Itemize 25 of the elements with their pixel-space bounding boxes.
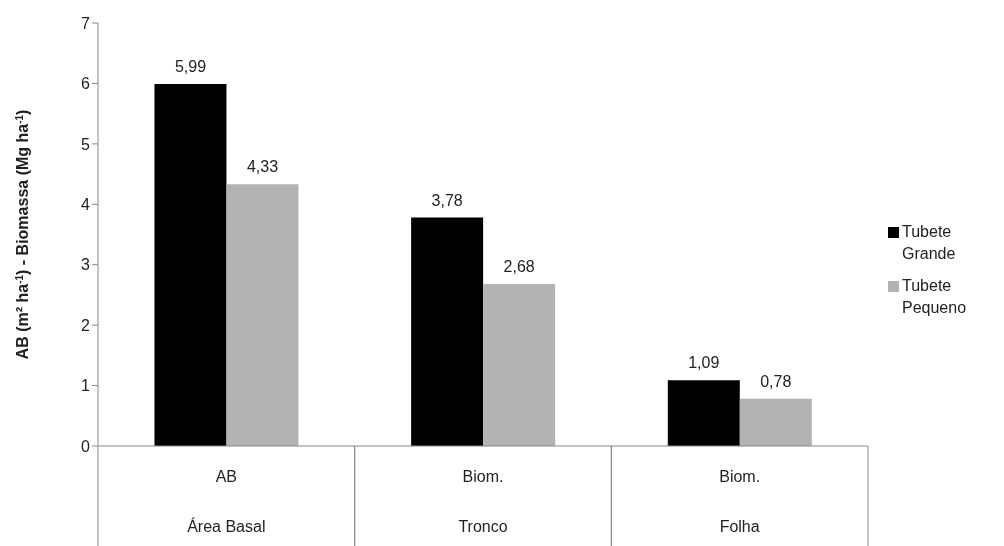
y-tick-label: 7 (81, 14, 91, 32)
bar (411, 217, 484, 446)
y-tick-label: 5 (81, 135, 91, 153)
y-tick-label: 1 (81, 377, 91, 395)
y-tick-label: 2 (81, 316, 91, 334)
y-tick-label: 3 (81, 256, 91, 274)
y-tick-label: 6 (81, 75, 91, 93)
data-label: 2,68 (503, 258, 535, 276)
bar (483, 284, 556, 446)
bar (226, 184, 299, 446)
category-label: Biom. Folha (719, 468, 761, 535)
category-label: AB Área Basal (187, 468, 266, 535)
bar (667, 380, 740, 446)
data-label: 3,78 (431, 191, 463, 209)
y-tick-label: 4 (81, 195, 91, 213)
bar (154, 84, 227, 446)
data-label: 1,09 (688, 354, 720, 372)
bar (739, 398, 812, 446)
y-tick-label: 0 (81, 437, 91, 455)
legend-label: Tubete Grande (902, 222, 957, 264)
data-label: 5,99 (174, 58, 207, 76)
legend-label: Tubete Pequeno (902, 276, 968, 318)
data-label: 0,78 (760, 372, 792, 390)
category-label: Biom. Tronco (458, 468, 508, 535)
data-label: 4,33 (246, 158, 279, 176)
